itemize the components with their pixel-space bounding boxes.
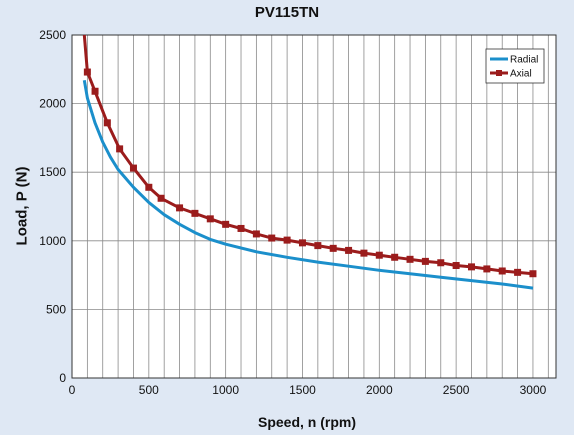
- data-point-axial: [345, 246, 353, 254]
- data-point-axial: [391, 253, 399, 261]
- data-point-axial: [176, 204, 184, 212]
- data-point-axial: [91, 87, 99, 95]
- data-point-axial: [145, 183, 153, 191]
- data-point-axial: [222, 220, 230, 228]
- x-tick-label: 2500: [443, 383, 470, 397]
- data-point-axial: [529, 270, 537, 278]
- data-point-axial: [514, 268, 522, 276]
- plot-border: [71, 34, 557, 379]
- y-tick-label: 2500: [39, 28, 66, 42]
- legend-box: [485, 48, 545, 84]
- y-tick-label: 2000: [39, 97, 66, 111]
- data-point-axial: [252, 230, 260, 238]
- data-point-axial: [375, 251, 383, 259]
- data-point-axial: [483, 265, 491, 273]
- legend-label-radial: Radial: [510, 55, 538, 66]
- x-tick-label: 3000: [520, 383, 547, 397]
- y-tick-label: 500: [46, 302, 66, 316]
- x-tick-label: 1500: [289, 383, 316, 397]
- x-tick-label: 0: [69, 383, 76, 397]
- y-tick-label: 0: [59, 371, 66, 385]
- data-point-axial: [298, 239, 306, 247]
- data-point-axial: [314, 242, 322, 250]
- data-point-axial: [129, 164, 137, 172]
- data-point-axial: [191, 209, 199, 217]
- y-axis-label: Load, P (N): [13, 166, 31, 246]
- x-axis-label: Speed, n (rpm): [257, 414, 356, 430]
- data-point-axial: [283, 236, 291, 244]
- plot-area: [72, 35, 556, 378]
- x-tick-label: 2000: [366, 383, 393, 397]
- data-point-axial: [103, 119, 111, 127]
- data-point-axial: [268, 234, 276, 242]
- data-point-axial: [116, 145, 124, 153]
- legend-label-axial: Axial: [510, 69, 532, 80]
- data-point-axial: [406, 255, 414, 263]
- data-point-axial: [421, 257, 429, 265]
- chart-title: PV115TN: [254, 4, 320, 21]
- y-tick-label: 1500: [39, 165, 66, 179]
- data-point-axial: [437, 259, 445, 267]
- legend-marker-axial: [496, 70, 502, 76]
- data-point-axial: [237, 224, 245, 232]
- x-tick-label: 500: [139, 383, 159, 397]
- data-point-axial: [467, 263, 475, 271]
- x-tick-label: 1000: [212, 383, 239, 397]
- data-point-axial: [452, 261, 460, 269]
- data-point-axial: [360, 249, 368, 257]
- y-tick-label: 1000: [39, 234, 66, 248]
- data-point-axial: [83, 68, 91, 76]
- data-point-axial: [206, 215, 214, 223]
- data-point-axial: [329, 244, 337, 252]
- data-point-axial: [157, 194, 165, 202]
- data-point-axial: [498, 267, 506, 275]
- series-line-radial: [82, 80, 534, 290]
